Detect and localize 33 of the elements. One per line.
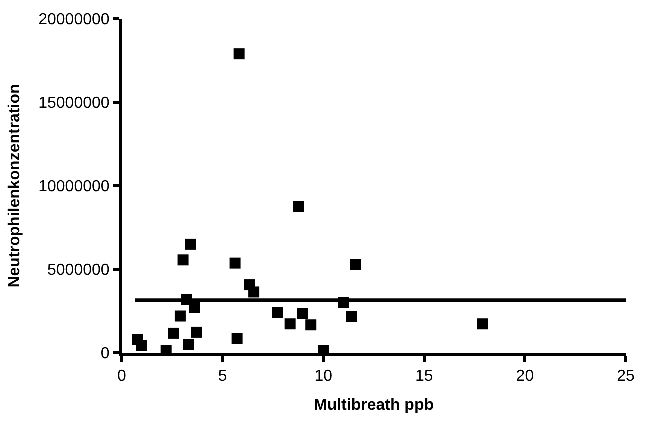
point (346, 311, 358, 322)
x-tick-label: 5 (218, 368, 228, 386)
point (178, 254, 189, 266)
y-tick-label: 5000000 (48, 262, 110, 280)
point (284, 318, 296, 330)
point (183, 339, 194, 350)
point (306, 320, 317, 331)
point (174, 310, 186, 322)
point (234, 48, 245, 60)
y-tick-label: 20000000 (38, 12, 110, 29)
point (230, 258, 241, 269)
point (136, 340, 148, 352)
x-tick-label: 15 (416, 368, 434, 386)
x-tick-label: 25 (617, 368, 635, 386)
x-tick-label: 20 (516, 368, 534, 386)
point (168, 328, 180, 339)
point (272, 307, 284, 318)
x-tick-label: 10 (314, 368, 333, 386)
point (185, 238, 196, 250)
x-axis-title: Multibreath ppb (314, 396, 434, 414)
point (191, 326, 202, 338)
x-tick-label: 0 (118, 368, 127, 386)
point (477, 318, 488, 330)
y-tick-label: 15000000 (38, 95, 110, 112)
y-axis-title: Neutrophilenkonzentration (6, 84, 24, 288)
point (189, 302, 200, 314)
point (297, 308, 308, 320)
point (232, 333, 243, 344)
point (293, 201, 304, 212)
y-tick-label: 0 (100, 346, 110, 363)
point (350, 258, 362, 270)
y-tick-label: 10000000 (38, 178, 110, 196)
point (248, 286, 260, 298)
